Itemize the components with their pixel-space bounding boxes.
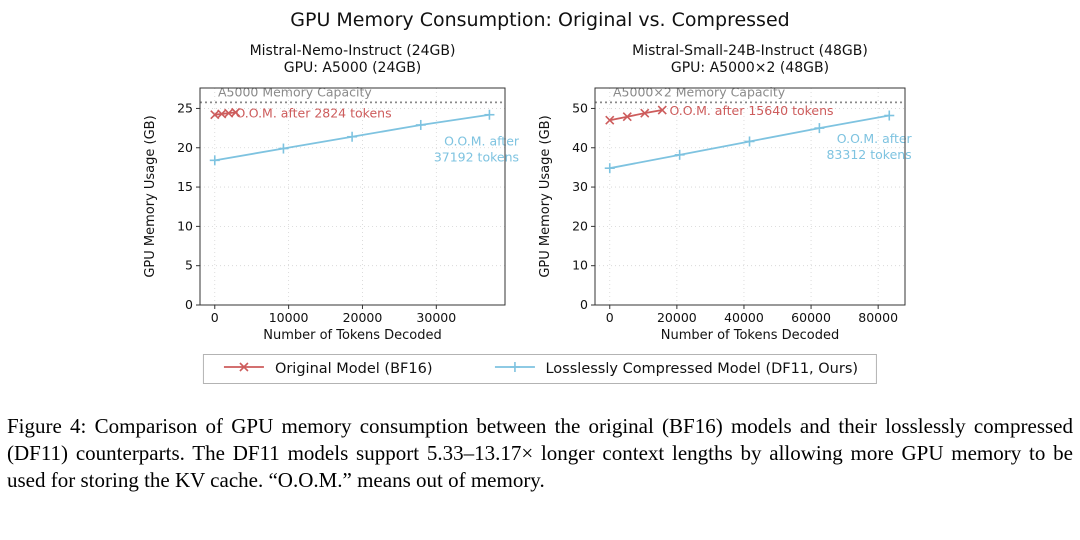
legend-label-original: Original Model (BF16)	[274, 361, 433, 377]
axes: 0 20000 40000 60000 80000 0 10 20 30 40 50 Number o…	[538, 87, 906, 343]
svg-text:Mistral-Small-24B-Instruct (48: Mistral-Small-24B-Instruct (48GB)	[632, 43, 868, 59]
gridlines	[595, 88, 905, 306]
svg-text:50: 50	[572, 100, 588, 115]
svg-text:O.O.M. after: O.O.M. after	[444, 133, 520, 148]
svg-text:O.O.M. after 2824 tokens: O.O.M. after 2824 tokens	[235, 106, 391, 121]
svg-text:30000: 30000	[416, 310, 456, 325]
series-original: O.O.M. after 15640 tokens	[605, 103, 834, 125]
original-line-marker-icon	[222, 360, 266, 378]
svg-text:20000: 20000	[657, 310, 697, 325]
svg-text:37192 tokens: 37192 tokens	[434, 149, 519, 164]
svg-text:83312 tokens: 83312 tokens	[826, 147, 911, 162]
chart-mistral-nemo: A5000 Memory Capacity O.O.M. after 2824 t…	[143, 43, 520, 343]
svg-text:25: 25	[177, 100, 193, 115]
capacity-line: A5000×2 Memory Capacity	[595, 84, 905, 104]
capacity-line: A5000 Memory Capacity	[200, 84, 505, 104]
svg-text:80000: 80000	[858, 310, 898, 325]
svg-text:O.O.M. after 15640 tokens: O.O.M. after 15640 tokens	[669, 103, 833, 118]
svg-text:Mistral-Nemo-Instruct (24GB): Mistral-Nemo-Instruct (24GB)	[250, 43, 456, 59]
svg-text:60000: 60000	[791, 310, 831, 325]
svg-text:0: 0	[185, 297, 193, 312]
svg-text:0: 0	[211, 310, 219, 325]
svg-text:GPU: A5000×2 (48GB): GPU: A5000×2 (48GB)	[671, 60, 829, 76]
svg-text:40000: 40000	[724, 310, 764, 325]
series-original: O.O.M. after 2824 tokens	[210, 106, 392, 121]
svg-text:20: 20	[177, 140, 193, 155]
chart-mistral-small: A5000×2 Memory Capacity O.O.M. after 1564…	[538, 43, 913, 343]
legend-label-compressed: Losslessly Compressed Model (DF11, Ours)	[545, 361, 859, 377]
svg-text:0: 0	[606, 310, 614, 325]
axes: 0 10000 20000 30000 0 5 10 15 20 25 Number of Toke…	[143, 87, 506, 343]
svg-text:0: 0	[580, 297, 588, 312]
svg-text:10: 10	[572, 258, 588, 273]
svg-text:Number of Tokens Decoded: Number of Tokens Decoded	[661, 328, 840, 343]
svg-text:10000: 10000	[269, 310, 309, 325]
svg-text:O.O.M. after: O.O.M. after	[837, 131, 913, 146]
figure-title: GPU Memory Consumption: Original vs. Com…	[290, 9, 790, 31]
svg-text:30: 30	[572, 179, 588, 194]
legend-entry-original: Original Model (BF16)	[222, 360, 433, 378]
svg-text:A5000 Memory Capacity: A5000 Memory Capacity	[218, 84, 372, 99]
svg-text:10: 10	[177, 218, 193, 233]
svg-text:GPU: A5000 (24GB): GPU: A5000 (24GB)	[284, 60, 422, 76]
svg-text:A5000×2 Memory Capacity: A5000×2 Memory Capacity	[613, 84, 786, 99]
svg-text:20000: 20000	[343, 310, 383, 325]
svg-text:GPU Memory Usage (GB): GPU Memory Usage (GB)	[538, 115, 553, 277]
svg-text:5: 5	[185, 258, 193, 273]
svg-text:15: 15	[177, 179, 193, 194]
svg-text:Number of Tokens Decoded: Number of Tokens Decoded	[263, 328, 442, 343]
svg-text:GPU Memory Usage (GB): GPU Memory Usage (GB)	[143, 115, 158, 277]
figure-caption: Figure 4: Comparison of GPU memory consu…	[7, 414, 1073, 492]
compressed-line-marker-icon	[492, 360, 536, 378]
svg-text:40: 40	[572, 140, 588, 155]
legend-entry-compressed: Losslessly Compressed Model (DF11, Ours)	[492, 360, 858, 378]
chart-legend: Original Model (BF16) Losslessly Compres…	[202, 354, 878, 384]
svg-text:20: 20	[572, 218, 588, 233]
